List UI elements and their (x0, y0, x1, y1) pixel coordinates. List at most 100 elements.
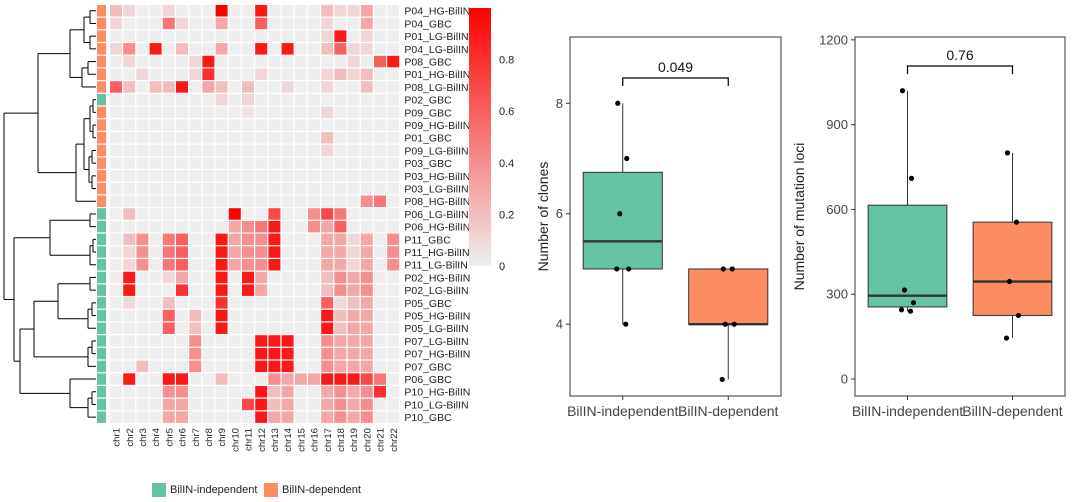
heatmap-cell (255, 144, 268, 157)
heatmap-cell (176, 335, 188, 347)
heatmap-cell (360, 322, 373, 334)
heatmap-cell (360, 335, 373, 347)
heatmap-cell (242, 271, 254, 284)
heatmap-cell (162, 43, 175, 55)
plot-panel (854, 36, 1066, 397)
heatmap-cell (149, 271, 162, 284)
row-label: P03_LG-BilIN (404, 184, 468, 196)
heatmap-cell (136, 360, 149, 373)
heatmap-cell (294, 360, 307, 373)
heatmap-cell (387, 119, 400, 131)
heatmap-cell (110, 157, 122, 169)
heatmap-cell (360, 30, 373, 42)
heatmap-cell (202, 144, 215, 157)
heatmap-cell (228, 170, 241, 182)
heatmap-cell (281, 398, 294, 411)
heatmap-cell (268, 157, 281, 169)
group-annotation-cell (97, 5, 106, 17)
heatmap-cell (215, 106, 228, 119)
heatmap-cell (334, 157, 347, 169)
heatmap-cell (176, 106, 188, 119)
column-label: chr9 (217, 428, 228, 446)
heatmap-cell (189, 157, 202, 169)
heatmap-cell (308, 157, 320, 169)
heatmap-cell (347, 386, 360, 398)
heatmap-cell (281, 220, 294, 233)
heatmap-cell (360, 93, 373, 106)
heatmap-cell (215, 93, 228, 106)
column-label: chr2 (125, 428, 136, 446)
heatmap-cell (149, 284, 162, 296)
heatmap-cell (123, 309, 136, 322)
heatmap-cell (255, 347, 268, 360)
heatmap-cell (228, 5, 241, 17)
heatmap-cell (268, 43, 281, 55)
heatmap-cell (189, 55, 202, 68)
heatmap-cell (387, 360, 400, 373)
heatmap-cell (360, 144, 373, 157)
row-label: P04_GBC (404, 18, 452, 30)
heatmap-cell (176, 360, 188, 373)
heatmap-cell (215, 55, 228, 68)
heatmap-cell (162, 182, 175, 195)
y-tick-label: 8 (556, 96, 563, 111)
heatmap-cell (189, 271, 202, 284)
heatmap-cell (176, 246, 188, 258)
heatmap-cell (347, 119, 360, 131)
colorbar-tick-label: 0.4 (499, 158, 514, 170)
heatmap-cell (215, 411, 228, 423)
heatmap-cell (294, 119, 307, 131)
heatmap-cell (228, 144, 241, 157)
heatmap-cell (347, 309, 360, 322)
heatmap-cell (387, 411, 400, 423)
heatmap-cell (136, 335, 149, 347)
row-label: P07_GBC (404, 361, 452, 373)
heatmap-cell (360, 386, 373, 398)
heatmap-cell (136, 309, 149, 322)
heatmap-cell (347, 220, 360, 233)
heatmap-cell (215, 119, 228, 131)
x-tick-label: BilIN-independent (852, 403, 963, 419)
heatmap-cell (123, 347, 136, 360)
heatmap-cell (255, 220, 268, 233)
heatmap-cell (228, 360, 241, 373)
heatmap-cell (176, 386, 188, 398)
heatmap-cell (374, 284, 386, 296)
heatmap-cell (149, 373, 162, 385)
heatmap-cell (374, 220, 386, 233)
heatmap-cell (136, 347, 149, 360)
heatmap-cell (387, 5, 400, 17)
heatmap-cell (374, 55, 386, 68)
heatmap-cell (308, 246, 320, 258)
heatmap-cell (347, 271, 360, 284)
heatmap-cell (228, 398, 241, 411)
column-label: chr18 (336, 428, 347, 452)
heatmap-cell (374, 398, 386, 411)
heatmap-cell (255, 68, 268, 80)
group-annotation-cell (97, 106, 106, 119)
heatmap-cell (189, 195, 202, 207)
heatmap-cell (268, 93, 281, 106)
group-annotation-cell (97, 398, 106, 411)
heatmap-cell (387, 170, 400, 182)
heatmap-cell (347, 208, 360, 220)
heatmap-cell (308, 170, 320, 182)
heatmap-cell (110, 322, 122, 334)
heatmap-cell (136, 119, 149, 131)
heatmap-cell (136, 170, 149, 182)
heatmap-cell (387, 106, 400, 119)
heatmap-cell (136, 30, 149, 42)
heatmap-cell (374, 5, 386, 17)
heatmap-cell (110, 144, 122, 157)
heatmap-cell (360, 68, 373, 80)
heatmap-cell (202, 411, 215, 423)
heatmap-cell (215, 5, 228, 17)
heatmap-cell (228, 411, 241, 423)
heatmap-cell (136, 373, 149, 385)
heatmap-cell (162, 55, 175, 68)
group-annotation-cell (97, 182, 106, 195)
group-annotation-cell (97, 17, 106, 30)
heatmap-cell (162, 373, 175, 385)
heatmap-cell (176, 220, 188, 233)
